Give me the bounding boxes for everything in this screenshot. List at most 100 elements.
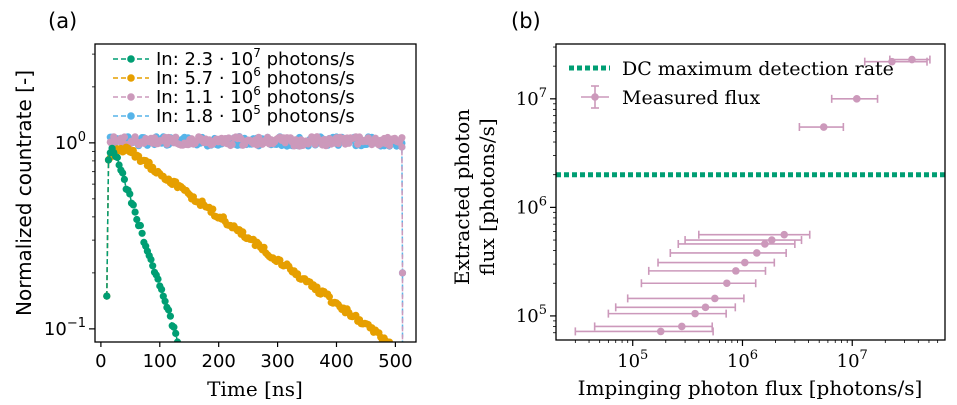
data-point bbox=[147, 255, 155, 264]
legend-dc-label: DC maximum detection rate bbox=[622, 58, 894, 80]
panel-b-legend: DC maximum detection rate Measured flux bbox=[569, 58, 894, 109]
data-point bbox=[150, 134, 159, 142]
panel-a-x-ticks: 0 100 200 300 400 500 bbox=[95, 342, 413, 372]
panel-b-x-tick-label: 105 bbox=[617, 348, 648, 372]
data-point bbox=[325, 293, 333, 301]
data-point bbox=[228, 140, 236, 149]
data-point bbox=[120, 133, 128, 141]
measured-point bbox=[732, 267, 740, 275]
data-point bbox=[398, 269, 407, 277]
data-point bbox=[172, 133, 180, 141]
data-point bbox=[260, 243, 268, 251]
panel-a: (a) 0 100 200 300 400 500 10−1 100 In: 2.3 · 1… bbox=[12, 9, 417, 401]
data-point bbox=[385, 338, 394, 342]
data-point bbox=[119, 169, 127, 177]
data-point bbox=[104, 156, 113, 164]
data-point bbox=[172, 329, 180, 337]
measured-point bbox=[678, 322, 686, 331]
data-point bbox=[388, 344, 395, 351]
data-point bbox=[120, 175, 128, 183]
panel-a-series-2 bbox=[103, 133, 407, 342]
panel-a-series-1 bbox=[103, 143, 395, 351]
legend-label: In: 1.8 · 105 photons/s bbox=[156, 103, 355, 127]
data-point bbox=[163, 140, 171, 148]
data-point bbox=[158, 285, 166, 293]
data-point bbox=[209, 205, 217, 213]
data-point bbox=[173, 338, 182, 342]
panel-a-y-label: Normalized countrate [-] bbox=[12, 70, 36, 316]
panel-b: (b) 105 106 107 105 106 107 DC maximum detec… bbox=[450, 9, 946, 400]
data-point bbox=[313, 283, 321, 291]
data-point bbox=[239, 228, 247, 236]
panel-b-y-ticks: 105 106 107 bbox=[516, 46, 556, 334]
panel-a-frame bbox=[94, 43, 417, 343]
measured-point bbox=[908, 55, 916, 64]
data-point bbox=[136, 221, 144, 230]
data-point bbox=[103, 292, 111, 300]
panel-a-x-tick-label: 400 bbox=[319, 351, 353, 372]
data-point bbox=[177, 349, 184, 356]
panel-a-y-tick-label: 10−1 bbox=[44, 316, 86, 340]
measured-point bbox=[852, 95, 861, 103]
panel-a-series-group bbox=[103, 133, 407, 359]
panel-a-x-tick-label: 0 bbox=[95, 351, 106, 372]
panel-b-plot-group bbox=[556, 55, 945, 336]
data-point bbox=[170, 323, 178, 331]
data-point bbox=[138, 229, 146, 237]
panel-b-y-tick-label: 105 bbox=[516, 303, 547, 327]
data-point bbox=[165, 306, 173, 314]
panel-b-x-label: Impinging photon flux [photons/s] bbox=[578, 376, 923, 400]
legend-swatch-marker bbox=[127, 55, 135, 63]
data-point bbox=[398, 134, 406, 142]
data-point bbox=[225, 134, 233, 142]
data-point bbox=[166, 312, 174, 320]
panel-a-label: (a) bbox=[48, 9, 77, 33]
panel-a-x-tick-label: 200 bbox=[202, 351, 236, 372]
data-point bbox=[131, 208, 139, 216]
legend-swatch-marker bbox=[127, 74, 135, 82]
data-point bbox=[161, 297, 169, 305]
measured-point bbox=[780, 230, 789, 239]
panel-b-x-ticks: 105 106 107 bbox=[574, 340, 939, 372]
panel-a-y-ticks: 10−1 100 bbox=[44, 53, 95, 340]
legend-measured-label: Measured flux bbox=[622, 87, 760, 109]
panel-a-y-tick-label: 100 bbox=[55, 130, 86, 154]
panel-b-frame bbox=[555, 43, 946, 341]
panel-a-x-tick-label: 100 bbox=[143, 351, 177, 372]
measured-point bbox=[752, 249, 761, 257]
panel-a-x-tick-label: 300 bbox=[260, 351, 294, 372]
legend-swatch-marker bbox=[127, 112, 135, 120]
panel-a-legend: In: 2.3 · 107 photons/sIn: 5.7 · 106 pho… bbox=[113, 46, 355, 127]
panel-a-series-0 bbox=[103, 144, 186, 359]
data-point bbox=[179, 352, 186, 359]
measured-point bbox=[701, 303, 710, 312]
panel-b-x-tick-label: 107 bbox=[837, 348, 868, 372]
data-point bbox=[133, 215, 141, 224]
legend-label: In: 5.7 · 106 photons/s bbox=[156, 65, 355, 89]
data-point bbox=[149, 262, 157, 270]
data-point bbox=[398, 143, 406, 151]
panel-b-y-tick-label: 106 bbox=[516, 194, 547, 218]
measured-point bbox=[656, 327, 665, 336]
legend-swatch-marker bbox=[127, 93, 135, 101]
data-point bbox=[129, 201, 137, 209]
panel-b-label: (b) bbox=[511, 9, 541, 33]
legend-label: In: 2.3 · 107 photons/s bbox=[156, 46, 355, 70]
legend-measured-marker bbox=[591, 93, 599, 101]
measured-point bbox=[819, 123, 828, 131]
panel-b-x-tick-label: 106 bbox=[727, 348, 758, 372]
measured-point bbox=[691, 309, 699, 318]
data-point bbox=[154, 275, 162, 283]
panel-a-x-label: Time [ns] bbox=[207, 377, 303, 401]
data-point bbox=[113, 153, 121, 162]
measured-point bbox=[768, 236, 776, 244]
panel-b-y-tick-label: 107 bbox=[516, 86, 547, 110]
data-point bbox=[126, 190, 134, 198]
measured-point bbox=[761, 240, 769, 248]
panel-b-y-label-line1: Extracted photon bbox=[450, 109, 474, 285]
panel-a-x-tick-label: 500 bbox=[378, 351, 412, 372]
measured-point bbox=[711, 294, 719, 303]
data-point bbox=[145, 158, 153, 166]
panel-b-y-label-line2: flux [photons/s] bbox=[475, 118, 499, 275]
